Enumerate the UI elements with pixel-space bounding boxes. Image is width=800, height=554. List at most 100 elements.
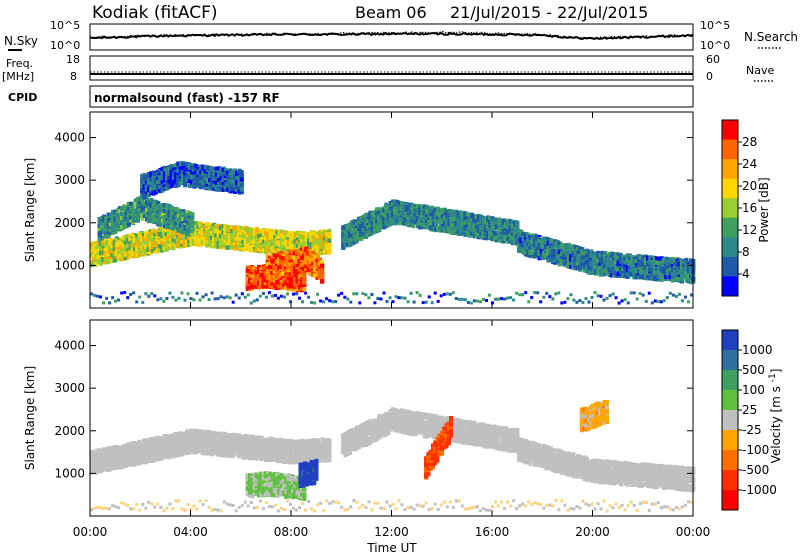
power-cell <box>126 218 131 223</box>
power-cell <box>257 239 262 244</box>
power-cell <box>131 218 136 223</box>
power-cell <box>277 279 282 284</box>
power-cell <box>135 243 140 248</box>
power-cell <box>137 252 142 257</box>
power-cell <box>128 240 133 245</box>
power-cell <box>288 276 293 281</box>
power-cell <box>92 256 97 261</box>
power-cell <box>266 279 271 284</box>
power-cell <box>255 248 260 253</box>
power-cell <box>216 244 221 249</box>
power-cell <box>200 231 205 236</box>
power-cell <box>261 282 266 287</box>
nsearch-label: N.Search <box>744 30 798 44</box>
power-cell <box>268 236 273 241</box>
power-cell <box>140 208 145 213</box>
power-cell <box>274 259 279 264</box>
power-cell <box>120 212 125 217</box>
power-cell <box>357 227 362 232</box>
power-cell <box>250 273 255 278</box>
power-cell <box>223 231 228 236</box>
power-cell <box>302 272 307 277</box>
power-cell <box>136 197 140 202</box>
power-cell <box>133 210 138 215</box>
power-cell <box>191 238 196 243</box>
power-cell <box>295 231 300 236</box>
power-cell <box>160 234 165 239</box>
power-cell <box>345 242 350 247</box>
power-cell <box>165 212 170 217</box>
power-cell <box>216 224 221 229</box>
power-cell <box>237 233 241 238</box>
power-cell <box>286 253 291 258</box>
power-cell <box>257 267 262 272</box>
power-cell <box>279 278 284 283</box>
power-cell <box>281 256 286 261</box>
power-cell <box>105 241 110 246</box>
power-cell <box>359 215 364 220</box>
power-cell <box>146 236 151 241</box>
power-cell <box>148 251 153 256</box>
power-cell <box>293 232 298 237</box>
power-cell <box>157 228 162 232</box>
power-cell <box>252 231 257 236</box>
power-cell <box>299 256 304 261</box>
power-cell <box>270 238 275 243</box>
power-cell <box>138 212 143 217</box>
noise-left-tick-bottom: 10^0 <box>50 39 80 52</box>
power-cell <box>306 262 311 267</box>
power-cell <box>313 236 318 241</box>
power-cell <box>252 273 257 278</box>
power-cell <box>317 270 322 274</box>
power-cell <box>108 213 113 218</box>
power-cell <box>325 243 330 248</box>
power-cell <box>272 266 277 271</box>
power-cell <box>306 248 311 253</box>
power-cell <box>388 206 393 211</box>
power-cell <box>384 221 389 226</box>
power-cell <box>190 219 195 223</box>
power-cell <box>149 210 154 215</box>
power-cell <box>114 249 119 254</box>
power-cell <box>157 243 162 248</box>
power-cell <box>137 236 142 241</box>
power-cell <box>94 243 99 248</box>
power-cell <box>169 234 174 239</box>
power-cell <box>174 215 179 220</box>
power-cell <box>298 234 302 239</box>
power-cell <box>113 209 118 214</box>
power-cell <box>252 266 257 271</box>
power-cell <box>320 238 325 243</box>
power-cell <box>108 249 113 254</box>
power-cell <box>379 213 384 218</box>
power-cell <box>295 234 300 239</box>
power-cell <box>386 205 391 210</box>
power-cell <box>230 232 235 237</box>
power-cell <box>155 237 160 242</box>
power-cell <box>348 227 352 232</box>
power-cell <box>178 211 183 216</box>
power-cell <box>255 235 260 240</box>
power-cell <box>270 270 275 275</box>
power-cell <box>272 272 277 276</box>
power-cell <box>320 250 325 255</box>
power-cell <box>297 264 302 269</box>
power-cell <box>104 216 109 221</box>
power-cell <box>252 248 257 253</box>
power-cell <box>368 216 373 221</box>
power-cell <box>368 210 373 215</box>
power-cell <box>169 226 174 231</box>
power-cell <box>274 273 279 277</box>
power-cell <box>297 275 302 280</box>
power-cell <box>241 227 246 232</box>
power-cell <box>370 225 375 230</box>
power-cell <box>281 268 286 273</box>
power-cell <box>130 247 135 252</box>
power-cell <box>279 249 284 253</box>
power-cell <box>263 284 268 289</box>
power-cell <box>250 244 255 249</box>
power-cell <box>279 283 284 288</box>
power-cell <box>158 214 163 219</box>
power-cell <box>221 224 226 228</box>
